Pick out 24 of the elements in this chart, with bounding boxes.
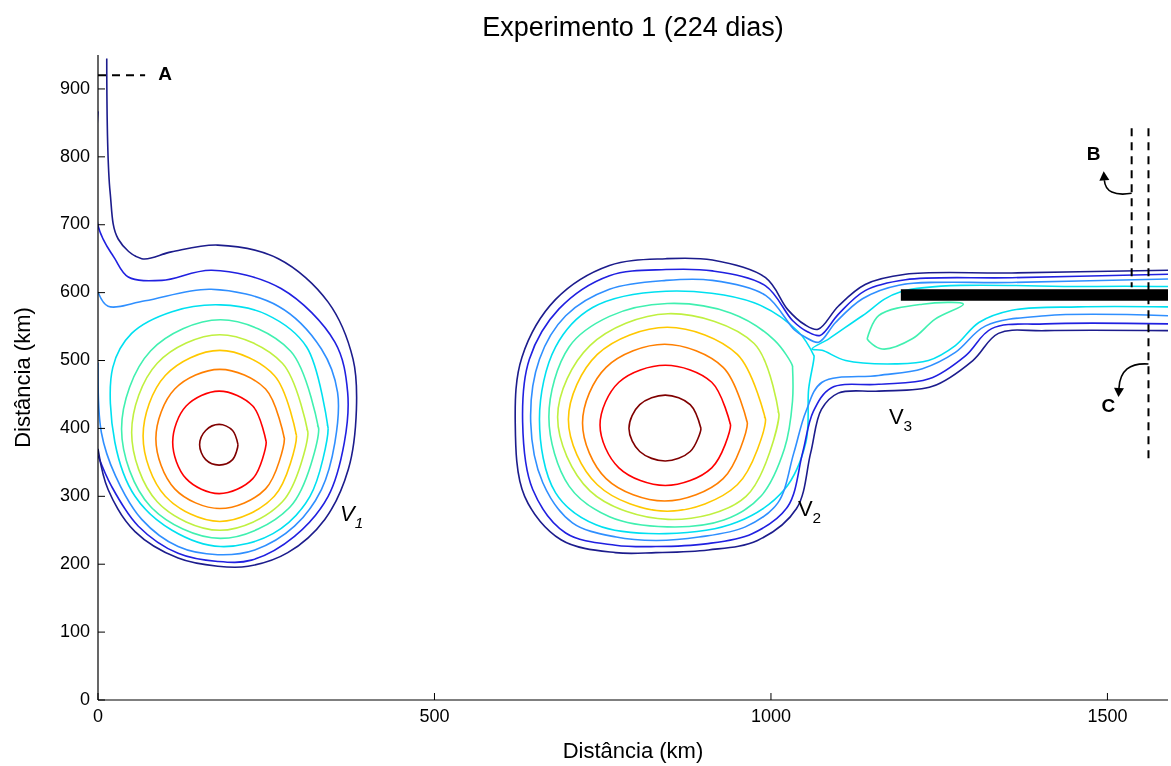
x-tick-label: 1500 (1087, 706, 1128, 726)
x-tick-label: 0 (92, 706, 104, 726)
legend-label: C (1101, 394, 1116, 416)
y-tick-label: 300 (59, 485, 90, 506)
y-tick-label: 200 (59, 552, 90, 573)
series-label: B (1086, 143, 1101, 165)
y-tick-label: 0 (79, 688, 90, 709)
y-tick-label: 400 (59, 417, 90, 438)
line-series (98, 288, 340, 556)
x-axis-title: Distância (km) (562, 738, 704, 763)
x-tick-label: 1000 (750, 706, 791, 726)
annotation: V$_{3}$ (888, 403, 913, 434)
y-tick-label: 100 (59, 620, 90, 641)
y-tick-label: 900 (59, 77, 90, 98)
y-tick-label: 800 (59, 145, 90, 166)
y-tick-label: 700 (59, 213, 90, 234)
x-tick-label: 500 (419, 706, 450, 726)
y-tick-label: 500 (59, 349, 90, 370)
series-label: A (158, 63, 173, 85)
y-axis-title: Distância (km) (10, 307, 35, 448)
annotation: V$_{1}$ (339, 500, 364, 531)
chart-title: Experimento 1 (224 dias) (482, 12, 784, 42)
annotation: V$_{2}$ (797, 495, 822, 526)
y-tick-label: 600 (59, 281, 90, 302)
